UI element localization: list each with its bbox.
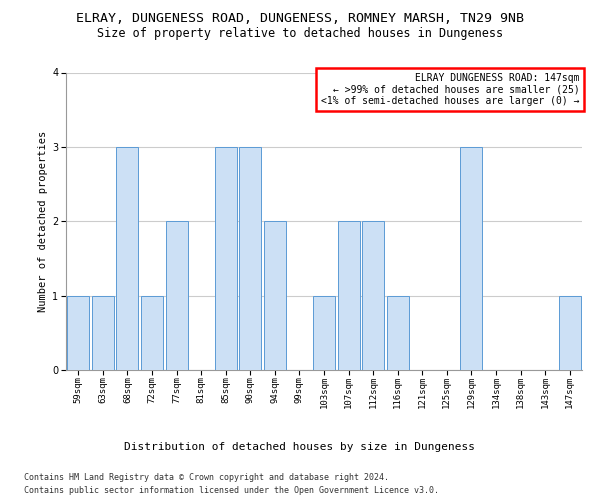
Bar [313,296,335,370]
Bar [116,147,139,370]
Bar [67,296,89,370]
Bar [215,147,237,370]
Bar [166,221,188,370]
Bar [386,296,409,370]
Text: Contains HM Land Registry data © Crown copyright and database right 2024.: Contains HM Land Registry data © Crown c… [24,472,389,482]
Text: Size of property relative to detached houses in Dungeness: Size of property relative to detached ho… [97,28,503,40]
Bar [559,296,581,370]
Bar [362,221,384,370]
Text: ELRAY, DUNGENESS ROAD, DUNGENESS, ROMNEY MARSH, TN29 9NB: ELRAY, DUNGENESS ROAD, DUNGENESS, ROMNEY… [76,12,524,26]
Text: ELRAY DUNGENESS ROAD: 147sqm
← >99% of detached houses are smaller (25)
<1% of s: ELRAY DUNGENESS ROAD: 147sqm ← >99% of d… [321,73,580,106]
Bar [264,221,286,370]
Bar [141,296,163,370]
Y-axis label: Number of detached properties: Number of detached properties [38,130,48,312]
Text: Contains public sector information licensed under the Open Government Licence v3: Contains public sector information licen… [24,486,439,495]
Text: Distribution of detached houses by size in Dungeness: Distribution of detached houses by size … [125,442,476,452]
Bar [338,221,359,370]
Bar [239,147,262,370]
Bar [92,296,114,370]
Bar [460,147,482,370]
